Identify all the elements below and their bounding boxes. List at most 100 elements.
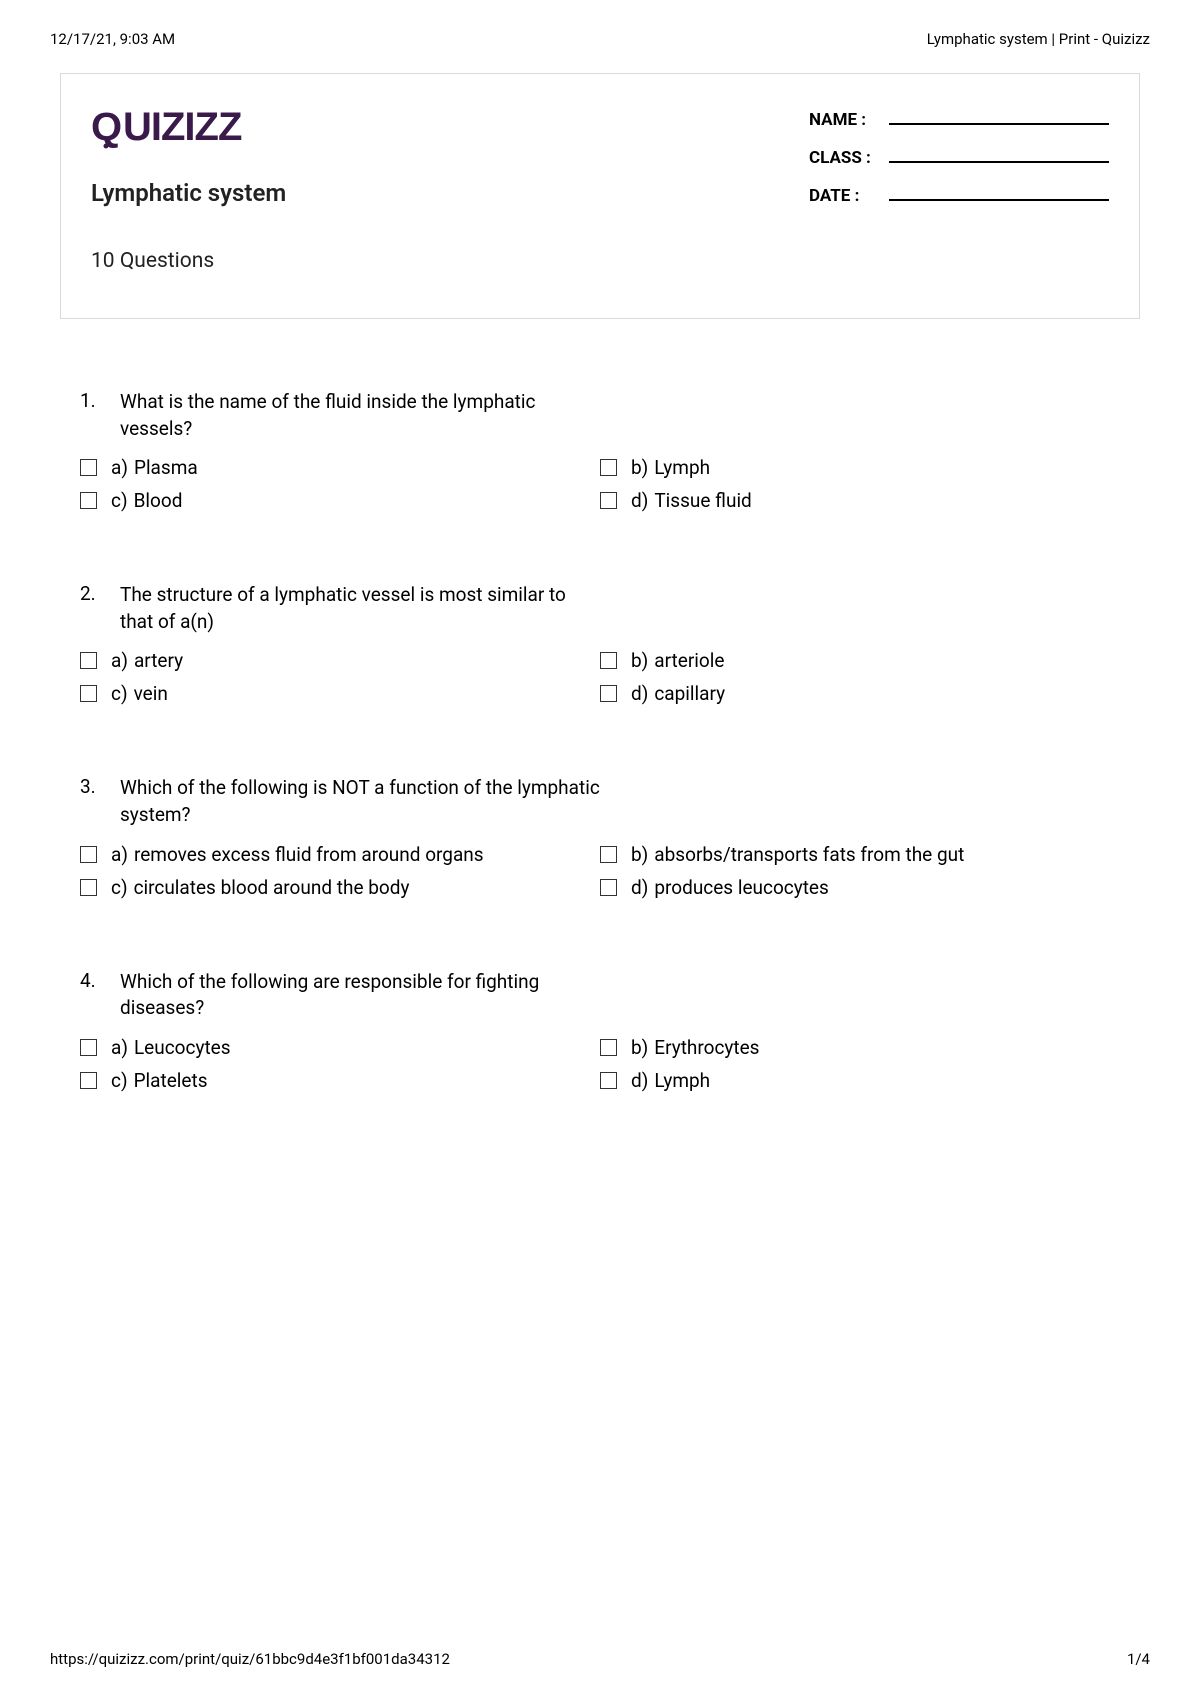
option-letter: a) — [111, 456, 128, 479]
option-c: c) vein — [80, 682, 600, 705]
checkbox-icon[interactable] — [600, 652, 617, 669]
option-text: arteriole — [654, 649, 724, 672]
option-b: b) Erythrocytes — [600, 1036, 1120, 1059]
question-number: 2. — [80, 582, 120, 635]
option-d: d) produces leucocytes — [600, 876, 1120, 899]
option-letter: d) — [631, 1069, 648, 1092]
date-label: DATE : — [809, 186, 881, 206]
option-letter: b) — [631, 456, 648, 479]
timestamp: 12/17/21, 9:03 AM — [50, 30, 175, 48]
option-text: capillary — [654, 682, 725, 705]
option-text: Blood — [134, 489, 183, 512]
checkbox-icon[interactable] — [600, 1039, 617, 1056]
question-block: 2. The structure of a lymphatic vessel i… — [80, 582, 1120, 705]
questions-container: 1. What is the name of the fluid inside … — [80, 389, 1120, 1092]
checkbox-icon[interactable] — [600, 492, 617, 509]
option-c: c) Blood — [80, 489, 600, 512]
option-b: b) arteriole — [600, 649, 1120, 672]
page-header: 12/17/21, 9:03 AM Lymphatic system | Pri… — [0, 0, 1200, 58]
option-text: produces leucocytes — [654, 876, 828, 899]
option-text: vein — [134, 682, 168, 705]
class-label: CLASS : — [809, 148, 881, 168]
checkbox-icon[interactable] — [600, 685, 617, 702]
checkbox-icon[interactable] — [80, 1072, 97, 1089]
option-b: b) Lymph — [600, 456, 1120, 479]
quizizz-logo: Q UIZIZZ — [91, 102, 271, 161]
footer-url: https://quizizz.com/print/quiz/61bbc9d4e… — [50, 1650, 450, 1668]
question-block: 1. What is the name of the fluid inside … — [80, 389, 1120, 512]
options-grid: a) Leucocytes b) Erythrocytes c) Platele… — [80, 1036, 1120, 1092]
option-text: artery — [134, 649, 183, 672]
checkbox-icon[interactable] — [80, 879, 97, 896]
checkbox-icon[interactable] — [600, 1072, 617, 1089]
option-text: Tissue fluid — [654, 489, 751, 512]
class-line — [889, 161, 1109, 163]
question-row: 1. What is the name of the fluid inside … — [80, 389, 1120, 442]
question-block: 4. Which of the following are responsibl… — [80, 969, 1120, 1092]
checkbox-icon[interactable] — [600, 846, 617, 863]
checkbox-icon[interactable] — [80, 492, 97, 509]
checkbox-icon[interactable] — [80, 459, 97, 476]
question-count: 10 Questions — [91, 249, 809, 273]
question-row: 4. Which of the following are responsibl… — [80, 969, 1120, 1022]
svg-text:Q: Q — [91, 105, 121, 149]
name-line — [889, 123, 1109, 125]
option-letter: d) — [631, 682, 648, 705]
option-letter: c) — [111, 876, 128, 899]
checkbox-icon[interactable] — [80, 652, 97, 669]
option-d: d) Tissue fluid — [600, 489, 1120, 512]
option-letter: c) — [111, 489, 128, 512]
option-text: circulates blood around the body — [134, 876, 410, 899]
option-c: c) Platelets — [80, 1069, 600, 1092]
name-field-row: NAME : — [809, 110, 1109, 130]
checkbox-icon[interactable] — [80, 1039, 97, 1056]
option-text: Erythrocytes — [654, 1036, 759, 1059]
option-b: b) absorbs/transports fats from the gut — [600, 843, 1120, 866]
checkbox-icon[interactable] — [600, 879, 617, 896]
quiz-info-right: NAME : CLASS : DATE : — [809, 102, 1109, 273]
option-letter: a) — [111, 649, 128, 672]
option-text: Plasma — [134, 456, 198, 479]
option-letter: b) — [631, 1036, 648, 1059]
checkbox-icon[interactable] — [80, 685, 97, 702]
option-c: c) circulates blood around the body — [80, 876, 600, 899]
question-text: Which of the following are responsible f… — [120, 969, 600, 1022]
options-grid: a) Plasma b) Lymph c) Blood d) Tissue fl… — [80, 456, 1120, 512]
option-a: a) Leucocytes — [80, 1036, 600, 1059]
option-d: d) Lymph — [600, 1069, 1120, 1092]
option-letter: a) — [111, 843, 128, 866]
date-field-row: DATE : — [809, 186, 1109, 206]
option-text: removes excess fluid from around organs — [134, 843, 484, 866]
question-number: 4. — [80, 969, 120, 1022]
option-text: Platelets — [134, 1069, 208, 1092]
option-text: Lymph — [654, 456, 710, 479]
question-number: 1. — [80, 389, 120, 442]
option-letter: b) — [631, 649, 648, 672]
page-number: 1/4 — [1127, 1650, 1150, 1668]
question-text: What is the name of the fluid inside the… — [120, 389, 600, 442]
option-text: absorbs/transports fats from the gut — [654, 843, 964, 866]
option-letter: c) — [111, 682, 128, 705]
browser-title: Lymphatic system | Print - Quizizz — [927, 30, 1150, 48]
question-text: The structure of a lymphatic vessel is m… — [120, 582, 600, 635]
quiz-info-left: Q UIZIZZ Lymphatic system 10 Questions — [91, 102, 809, 273]
option-letter: d) — [631, 876, 648, 899]
option-a: a) artery — [80, 649, 600, 672]
option-letter: d) — [631, 489, 648, 512]
question-number: 3. — [80, 775, 120, 828]
quiz-info-box: Q UIZIZZ Lymphatic system 10 Questions N… — [60, 73, 1140, 319]
question-block: 3. Which of the following is NOT a funct… — [80, 775, 1120, 898]
checkbox-icon[interactable] — [600, 459, 617, 476]
date-line — [889, 199, 1109, 201]
class-field-row: CLASS : — [809, 148, 1109, 168]
name-label: NAME : — [809, 110, 881, 130]
option-letter: c) — [111, 1069, 128, 1092]
option-text: Lymph — [654, 1069, 710, 1092]
options-grid: a) removes excess fluid from around orga… — [80, 843, 1120, 899]
checkbox-icon[interactable] — [80, 846, 97, 863]
option-d: d) capillary — [600, 682, 1120, 705]
question-row: 3. Which of the following is NOT a funct… — [80, 775, 1120, 828]
quiz-title: Lymphatic system — [91, 179, 809, 207]
option-a: a) removes excess fluid from around orga… — [80, 843, 600, 866]
option-letter: a) — [111, 1036, 128, 1059]
